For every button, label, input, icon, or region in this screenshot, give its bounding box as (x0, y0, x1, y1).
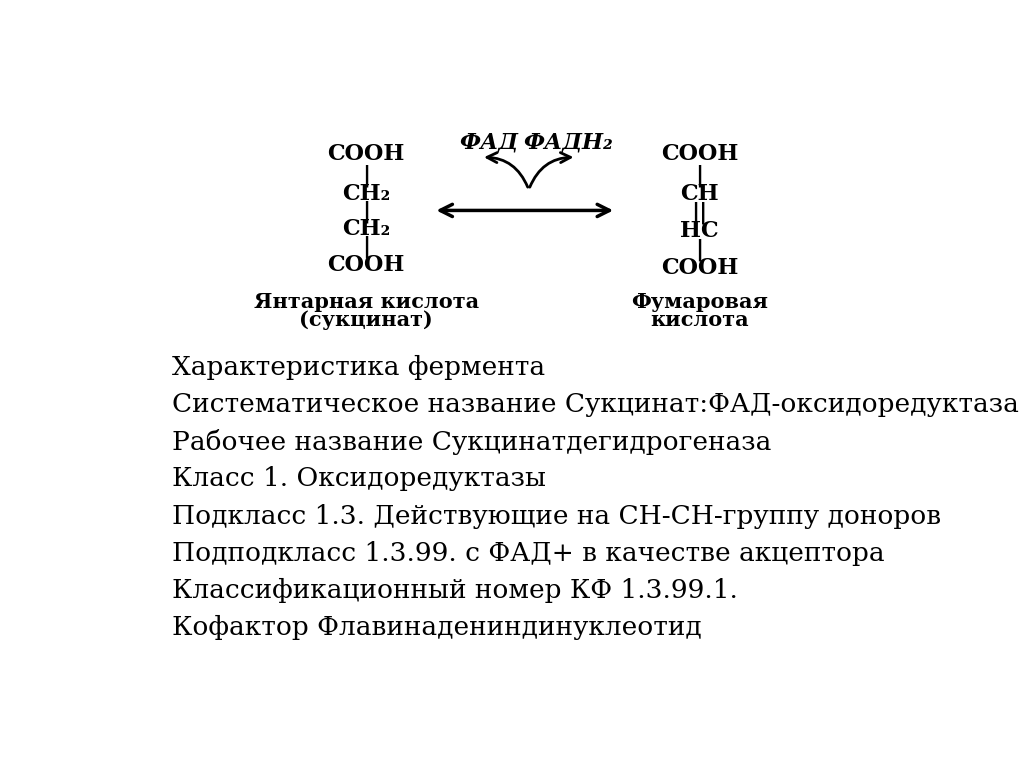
Text: Кофактор Флавинадениндинуклеотид: Кофактор Флавинадениндинуклеотид (172, 615, 701, 641)
Text: Янтарная кислота: Янтарная кислота (254, 292, 478, 312)
Text: кислота: кислота (650, 310, 749, 329)
Text: Класс 1. Оксидоредуктазы: Класс 1. Оксидоредуктазы (172, 466, 546, 492)
Text: COOH: COOH (328, 144, 404, 165)
Text: (сукцинат): (сукцинат) (299, 310, 433, 329)
Text: Характеристика фермента: Характеристика фермента (172, 355, 545, 379)
Text: |: | (362, 236, 370, 258)
Text: CH₂: CH₂ (342, 218, 390, 240)
Text: HC: HC (680, 220, 719, 242)
Text: ФАДН₂: ФАДН₂ (523, 131, 613, 154)
Text: CH: CH (680, 183, 719, 205)
Text: Подкласс 1.3. Действующие на CH-CH-группу доноров: Подкласс 1.3. Действующие на CH-CH-групп… (172, 504, 941, 528)
Text: ||: || (691, 201, 708, 224)
Text: Рабочее название Сукцинатдегидрогеназа: Рабочее название Сукцинатдегидрогеназа (172, 429, 771, 455)
Text: Подподкласс 1.3.99. с ФАД+ в качестве акцептора: Подподкласс 1.3.99. с ФАД+ в качестве ак… (172, 541, 885, 566)
Text: |: | (695, 239, 703, 261)
Text: Классификационный номер КФ 1.3.99.1.: Классификационный номер КФ 1.3.99.1. (172, 578, 737, 603)
Text: CH₂: CH₂ (342, 183, 390, 205)
Text: COOH: COOH (660, 257, 738, 279)
Text: |: | (362, 165, 370, 187)
Text: |: | (362, 200, 370, 223)
Text: Фумаровая: Фумаровая (631, 292, 768, 312)
Text: ФАД: ФАД (460, 131, 518, 154)
Text: COOH: COOH (328, 254, 404, 276)
Text: |: | (695, 165, 703, 187)
Text: Систематическое название Сукцинат:ФАД-оксидоредуктаза: Систематическое название Сукцинат:ФАД-ок… (172, 392, 1019, 417)
Text: COOH: COOH (660, 144, 738, 165)
